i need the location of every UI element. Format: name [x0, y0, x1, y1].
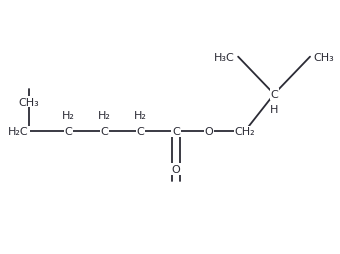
Text: CH₃: CH₃	[313, 52, 334, 62]
Text: H₃C: H₃C	[214, 52, 235, 62]
Text: C: C	[100, 127, 108, 137]
Text: H₂: H₂	[62, 111, 74, 121]
Text: CH₃: CH₃	[19, 97, 39, 107]
Text: CH₂: CH₂	[234, 127, 255, 137]
Text: C: C	[172, 127, 180, 137]
Text: C: C	[270, 90, 278, 100]
Text: O: O	[172, 164, 181, 174]
Text: H₂: H₂	[98, 111, 111, 121]
Text: C: C	[64, 127, 72, 137]
Text: H: H	[270, 105, 278, 115]
Text: H₂C: H₂C	[8, 127, 29, 137]
Text: C: C	[136, 127, 144, 137]
Text: O: O	[204, 127, 213, 137]
Text: H₂: H₂	[134, 111, 147, 121]
